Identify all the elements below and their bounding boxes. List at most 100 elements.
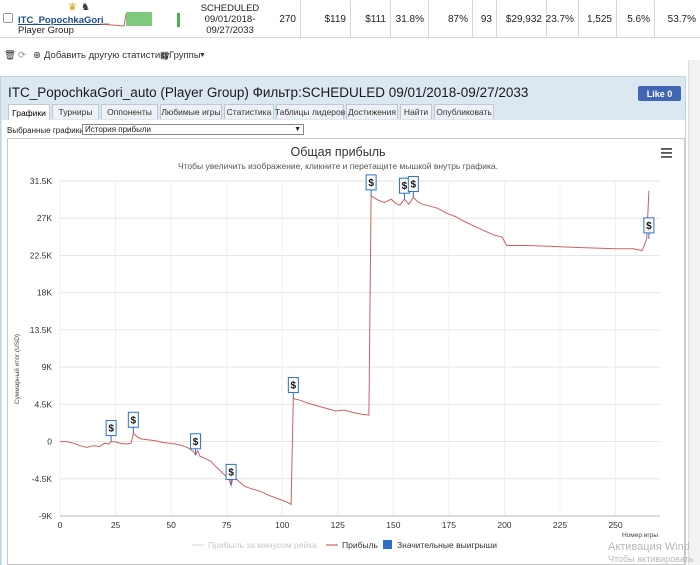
chart-select[interactable]: История прибыли ▼ bbox=[82, 124, 304, 135]
summary-row: ♛ ♞ ITC_PopochkaGori_ Player Group SCHED… bbox=[0, 0, 700, 38]
chevron-down-icon[interactable]: ▼ bbox=[199, 52, 206, 59]
chevron-down-icon: ▼ bbox=[294, 126, 301, 133]
stat-count: 93 bbox=[473, 0, 497, 38]
y-tick-label: -9K bbox=[39, 511, 53, 521]
schedule-filter-text: SCHEDULED 09/01/2018- 09/27/2033 bbox=[200, 3, 260, 36]
svg-text:$: $ bbox=[402, 181, 408, 192]
svg-text:$: $ bbox=[291, 381, 297, 392]
svg-text:$: $ bbox=[368, 178, 374, 189]
legend-profit[interactable]: Прибыль bbox=[342, 540, 379, 550]
big-win-marker[interactable]: $ bbox=[287, 377, 299, 399]
legend-swatch-big-wins bbox=[383, 540, 392, 549]
stat-itm: 23.7% bbox=[546, 0, 579, 38]
stat-avg-buyin: $119 bbox=[301, 0, 351, 38]
svg-text:$: $ bbox=[131, 415, 137, 426]
player-group-label: Player Group bbox=[18, 25, 74, 36]
crown-icon: ♛ bbox=[68, 2, 77, 13]
x-tick-label: 150 bbox=[386, 520, 400, 530]
chart-title: Общая прибыль bbox=[290, 145, 385, 159]
svg-text:$: $ bbox=[193, 437, 199, 448]
add-stats-icon[interactable]: ⊕ bbox=[33, 50, 41, 61]
stat-ability: 1,525 bbox=[579, 0, 617, 38]
player-panel: ITC_PopochkaGori_auto (Player Group) Фил… bbox=[0, 76, 686, 565]
tab-find[interactable]: Найти bbox=[400, 104, 432, 119]
y-tick-labels: 31.5K 27K 22.5K 18K 13.5K 9K 4.5K 0 -4.5K -9K bbox=[30, 176, 53, 521]
big-win-marker[interactable]: $ bbox=[127, 411, 139, 434]
groups-icon: ▦ bbox=[160, 50, 169, 61]
svg-text:$: $ bbox=[228, 467, 234, 478]
tab-achievements[interactable]: Достижения bbox=[346, 104, 398, 119]
mini-bar bbox=[177, 13, 180, 27]
x-tick-label: 75 bbox=[222, 520, 232, 530]
y-tick-label: 31.5K bbox=[30, 176, 53, 186]
x-tick-label: 25 bbox=[111, 520, 121, 530]
x-tick-label: 125 bbox=[331, 520, 345, 530]
trash-icon[interactable]: 🗑 bbox=[4, 50, 17, 61]
x-tick-label: 50 bbox=[166, 520, 176, 530]
chart-legend: Прибыль за минусом рейка Прибыль Значите… bbox=[192, 540, 497, 550]
y-tick-label: 18K bbox=[37, 288, 52, 298]
legend-big-wins[interactable]: Значительные выигрыши bbox=[397, 540, 497, 550]
y-tick-label: 0 bbox=[47, 437, 52, 447]
chart-grid bbox=[59, 180, 660, 517]
row-checkbox[interactable] bbox=[3, 13, 13, 23]
series-line-profit bbox=[60, 190, 650, 506]
big-win-marker[interactable]: $ bbox=[643, 217, 655, 239]
svg-text:$: $ bbox=[646, 221, 652, 232]
big-win-marker[interactable]: $ bbox=[407, 176, 419, 198]
panel-title: ITC_PopochkaGori_auto (Player Group) Фил… bbox=[8, 85, 529, 100]
tab-leaderboards[interactable]: Таблицы лидеров bbox=[275, 104, 345, 119]
tab-publish[interactable]: Опубликовать bbox=[434, 104, 494, 119]
y-tick-label: 27K bbox=[37, 213, 52, 223]
tab-opponents[interactable]: Оппоненты bbox=[101, 104, 158, 119]
tab-favorite-games[interactable]: Любимые игры bbox=[160, 104, 222, 119]
tab-charts[interactable]: Графики bbox=[8, 104, 50, 120]
stat-roi: 31.8% bbox=[391, 0, 429, 38]
robot-icon: ♞ bbox=[81, 2, 90, 13]
charts-tab-body: Выбранные графики: История прибыли ▼ 31.… bbox=[2, 120, 685, 565]
y-axis-label: Суммарный итог (USD) bbox=[13, 334, 21, 404]
x-tick-label: 200 bbox=[497, 520, 511, 530]
big-win-marker[interactable]: $ bbox=[105, 420, 117, 442]
svg-text:$: $ bbox=[411, 180, 417, 191]
stat-entrants: 53.7% bbox=[667, 13, 696, 25]
x-tick-label: 100 bbox=[275, 520, 289, 530]
fb-like-label: Like 0 bbox=[646, 88, 673, 99]
selected-charts-label: Выбранные графики: bbox=[7, 126, 86, 135]
stat-avg-profit: $111 bbox=[351, 0, 391, 38]
y-tick-label: 9K bbox=[42, 362, 53, 372]
big-win-marker[interactable]: $ bbox=[190, 433, 202, 455]
y-tick-label: -4.5K bbox=[32, 474, 53, 484]
x-tick-label: 250 bbox=[608, 520, 622, 530]
profit-chart-frame[interactable]: 31.5K 27K 22.5K 18K 13.5K 9K 4.5K 0 -4.5K -9K 0 25… bbox=[7, 138, 685, 565]
profit-chart[interactable]: 31.5K 27K 22.5K 18K 13.5K 9K 4.5K 0 -4.5K -9K 0 25… bbox=[8, 139, 684, 564]
legend-net-profit[interactable]: Прибыль за минусом рейка bbox=[208, 540, 317, 550]
stat-rake: 5.6% bbox=[617, 0, 655, 38]
add-stats-link[interactable]: Добавить другую статистику bbox=[44, 50, 170, 61]
stat-total-profit: $29,932 bbox=[497, 0, 547, 38]
big-win-marker[interactable]: $ bbox=[365, 174, 377, 196]
mini-profit-sparkline bbox=[99, 12, 152, 27]
tab-tournaments[interactable]: Турниры bbox=[52, 104, 99, 119]
x-tick-labels: 0 25 50 75 100 125 150 175 200 225 250 bbox=[58, 520, 623, 530]
y-tick-label: 22.5K bbox=[30, 250, 53, 260]
big-win-markers: $$$$$$ $ $$ bbox=[105, 174, 655, 486]
x-axis-label: Номер игры bbox=[622, 532, 658, 539]
tab-statistics[interactable]: Статистика bbox=[224, 104, 274, 119]
player-name-link[interactable]: ITC_PopochkaGori_ bbox=[18, 15, 109, 26]
page-scrollbar[interactable] bbox=[688, 60, 700, 565]
chart-select-value: История прибыли bbox=[85, 125, 151, 134]
chart-subtitle: Чтобы увеличить изображение, кликните и … bbox=[178, 161, 498, 171]
stat-games: 270 bbox=[263, 0, 301, 38]
x-tick-label: 175 bbox=[442, 520, 456, 530]
y-tick-label: 4.5K bbox=[35, 399, 53, 409]
groups-dropdown[interactable]: Группы bbox=[169, 50, 201, 61]
windows-activation-watermark: Активация Wind Чтобы активировать bbox=[608, 541, 694, 564]
chart-menu-icon[interactable] bbox=[661, 148, 672, 158]
x-tick-label: 0 bbox=[58, 520, 63, 530]
refresh-icon[interactable]: ⟳ bbox=[18, 50, 26, 61]
y-tick-label: 13.5K bbox=[30, 325, 53, 335]
facebook-like-button[interactable]: Like 0 bbox=[638, 86, 681, 101]
big-win-marker[interactable]: $ bbox=[225, 463, 237, 486]
